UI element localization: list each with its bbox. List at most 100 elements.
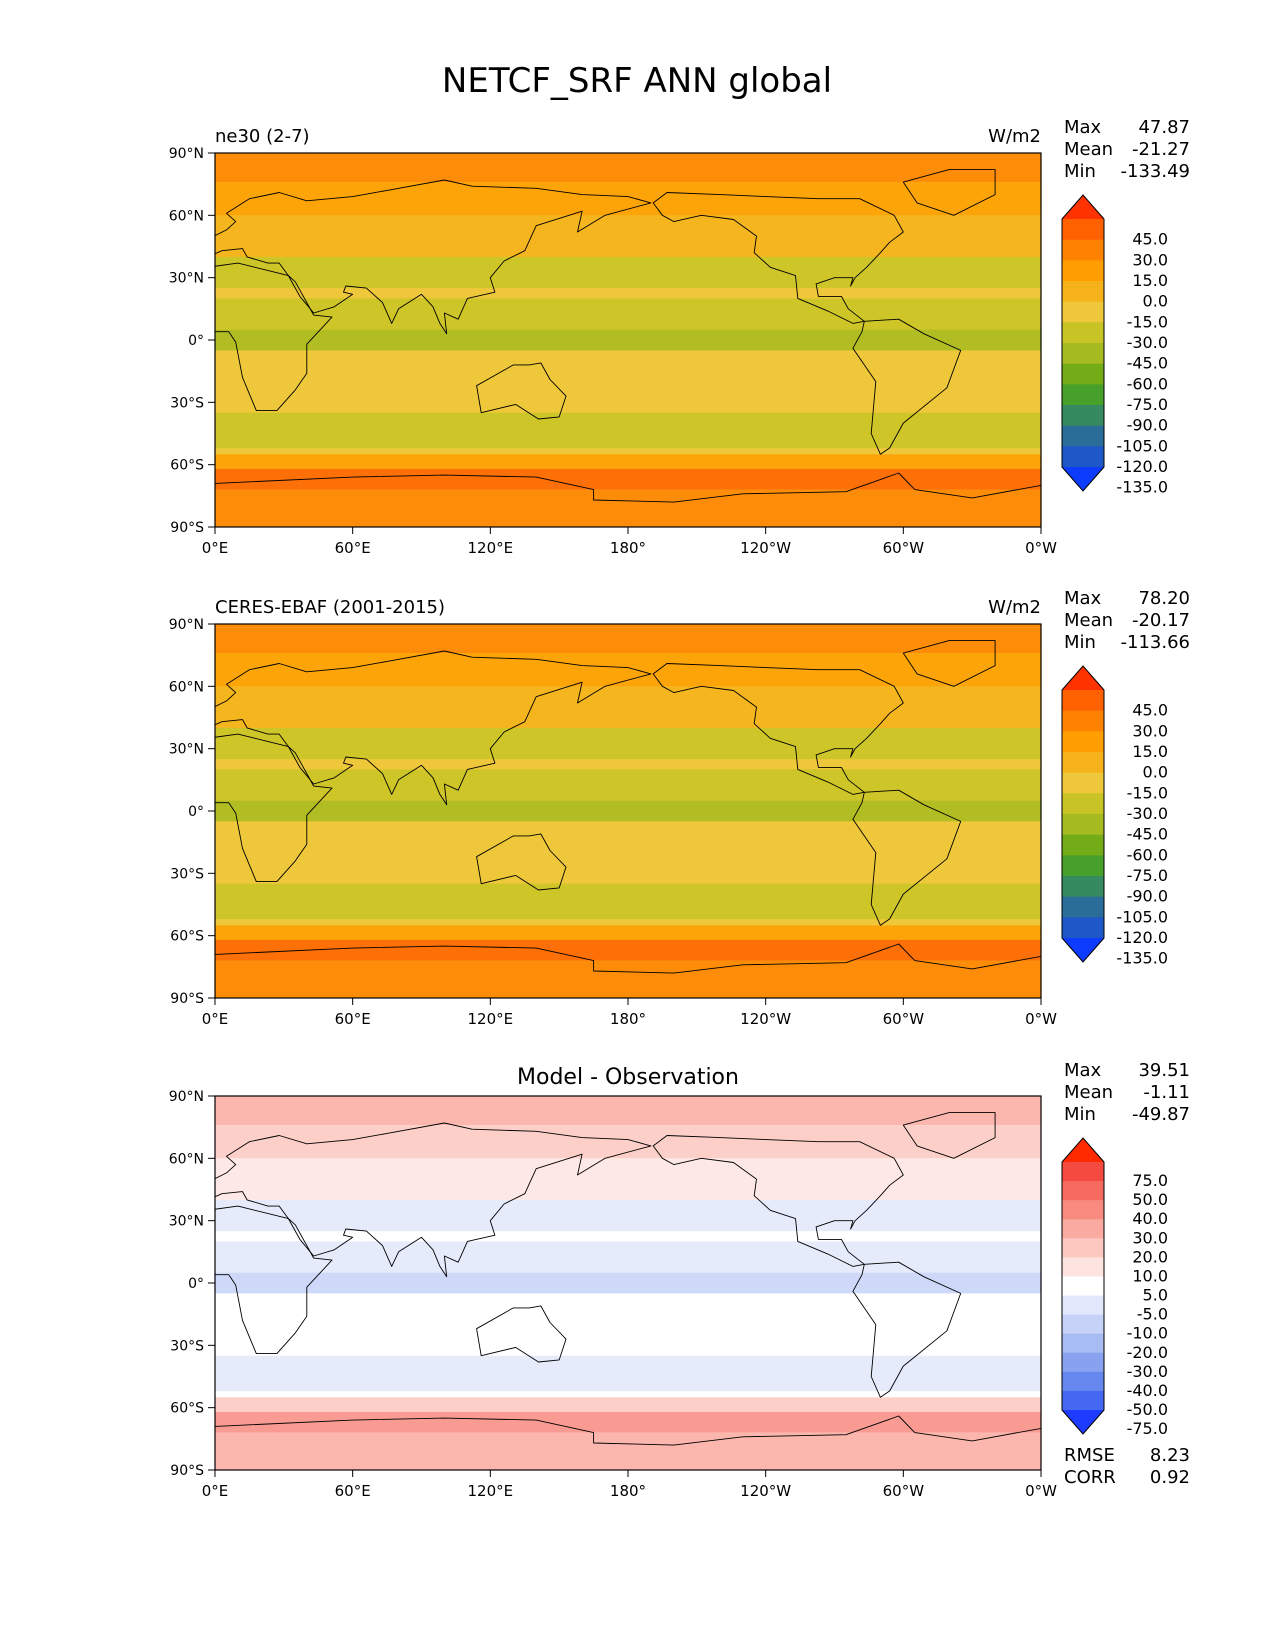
lon-tick-label: 120°E (468, 1010, 514, 1028)
colorbar-level-label: -135.0 (1116, 949, 1168, 968)
colorbar-level-label: -75.0 (1127, 866, 1168, 885)
lon-tick-label: 60°E (335, 1482, 371, 1500)
colorbar-segment (1062, 772, 1104, 794)
coastline-north-america (652, 192, 904, 324)
stat-label-mean: Mean (1064, 610, 1113, 631)
colorbar-segment (1062, 1257, 1104, 1277)
colorbar-segment (1062, 343, 1104, 365)
lat-tick-label: 60°S (170, 458, 204, 474)
coastline-antarctica (215, 943, 1041, 998)
panel-observation: 90°N 60°N 30°N 0° 30°S 60°S 90°S 0°E 60°E 120°E 18… (169, 588, 1190, 1028)
colorbar-level-label: -75.0 (1127, 395, 1168, 414)
colorbar-level-label: 15.0 (1132, 742, 1168, 761)
colorbar-level-label: -105.0 (1116, 436, 1168, 455)
stat-label-mean: Mean (1064, 139, 1113, 160)
colorbar-level-label: 0.0 (1143, 763, 1168, 782)
colorbar-segment (1062, 752, 1104, 774)
colorbar-level-label: -90.0 (1127, 887, 1168, 906)
colorbar: 45.030.0 15.0 0.0-15.0 -30.0 -45.0-60.0 -75.0… (1061, 194, 1168, 497)
lat-tick-label: 90°N (169, 146, 204, 162)
lon-tick-label: 120°E (468, 1482, 514, 1500)
colorbar-segment (1062, 405, 1104, 427)
lat-tick-label: 90°N (169, 617, 204, 633)
field-band (215, 769, 1041, 801)
lat-tick-label: 90°N (169, 1089, 204, 1105)
lat-tick-label: 30°S (170, 866, 204, 882)
stat-value-max: 78.20 (1138, 588, 1190, 609)
lon-tick-label: 120°W (740, 1010, 791, 1028)
colorbar-segment (1062, 917, 1104, 939)
field-band (215, 1199, 1041, 1232)
colorbar-segment (1062, 793, 1104, 815)
lon-tick-label: 0°E (202, 539, 229, 557)
coastline-africa (215, 262, 333, 412)
field-band (215, 800, 1041, 822)
colorbar-level-label: 45.0 (1132, 230, 1168, 249)
lat-tick-label: 0° (188, 804, 204, 820)
lat-tick-label: 60°N (169, 1151, 204, 1167)
colorbar-max-extension (1062, 1138, 1104, 1162)
stat-label-max: Max (1064, 1060, 1102, 1081)
lat-tick-label: 30°S (170, 1338, 204, 1354)
coastline-south-america (852, 1261, 962, 1398)
field-band (215, 412, 1041, 449)
footer-label-corr: CORR (1064, 1467, 1116, 1488)
lon-tick-label: 0°W (1025, 1010, 1057, 1028)
panel-title: Model - Observation (517, 1065, 739, 1090)
colorbar-segment (1062, 322, 1104, 344)
map-field (215, 624, 1041, 998)
figure-title: NETCF_SRF ANN global (442, 61, 832, 101)
colorbar-min-extension (1062, 938, 1104, 962)
field-band (215, 454, 1041, 469)
colorbar-segment (1062, 834, 1104, 856)
colorbar-outline (1061, 1137, 1105, 1435)
field-band (215, 960, 1041, 998)
stat-label-max: Max (1064, 588, 1102, 609)
footer-label-rmse: RMSE (1064, 1445, 1115, 1466)
coastline-europe-asia (215, 650, 652, 806)
colorbar-level-label: -10.0 (1127, 1324, 1168, 1343)
lon-tick-label: 60°E (335, 1010, 371, 1028)
lon-tick-label: 120°W (740, 1482, 791, 1500)
colorbar-level-label: -5.0 (1137, 1305, 1168, 1324)
stat-value-min: -113.66 (1121, 632, 1190, 653)
colorbar-level-label: -105.0 (1116, 907, 1168, 926)
colorbar-max-extension (1062, 666, 1104, 690)
coastline-australia (476, 1305, 567, 1363)
lat-tick-label: 60°N (169, 679, 204, 695)
lon-tick-label: 120°W (740, 539, 791, 557)
coastline-greenland (902, 169, 996, 216)
field-band (215, 939, 1041, 961)
colorbar-segment (1062, 690, 1104, 712)
lon-tick-label: 0°E (202, 1482, 229, 1500)
stat-value-min: -49.87 (1132, 1104, 1190, 1125)
lon-tick-label: 0°E (202, 1010, 229, 1028)
lat-tick-label: 60°S (170, 929, 204, 945)
field-band (215, 298, 1041, 330)
field-band (215, 1272, 1041, 1294)
colorbar-segment (1062, 1352, 1104, 1373)
coastline-north-america (652, 663, 904, 795)
colorbar-segment (1062, 239, 1104, 261)
lon-tick-label: 0°W (1025, 539, 1057, 557)
colorbar-level-label: 75.0 (1132, 1171, 1168, 1190)
field-band (215, 329, 1041, 351)
lat-tick-label: 60°S (170, 1401, 204, 1417)
colorbar-level-label: -20.0 (1127, 1343, 1168, 1362)
stat-value-mean: -20.17 (1132, 610, 1190, 631)
colorbar-level-label: -60.0 (1127, 374, 1168, 393)
colorbar-level-label: 15.0 (1132, 271, 1168, 290)
field-band (215, 182, 1041, 216)
coastline-south-america (852, 789, 962, 926)
colorbar-level-label: -30.0 (1127, 333, 1168, 352)
colorbar-min-extension (1062, 1410, 1104, 1434)
colorbar-segment (1062, 384, 1104, 406)
colorbar-level-label: -90.0 (1127, 416, 1168, 435)
footer-value-corr: 0.92 (1150, 1467, 1190, 1488)
stat-label-max: Max (1064, 117, 1102, 138)
colorbar-level-label: 5.0 (1143, 1286, 1168, 1305)
lon-tick-label: 180° (610, 539, 646, 557)
colorbar-level-label: -50.0 (1127, 1400, 1168, 1419)
colorbar: 75.050.040.030.020.010.05.0-5.0-10.0-20.… (1061, 1137, 1168, 1438)
coastline-antarctica (215, 1415, 1041, 1470)
